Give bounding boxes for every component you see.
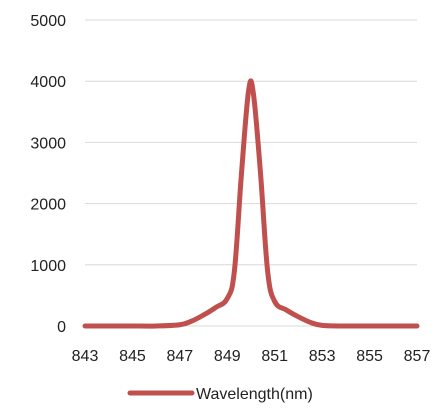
y-tick-label: 4000	[30, 74, 66, 91]
x-tick-label: 843	[72, 348, 99, 365]
legend: Wavelength(nm)	[127, 386, 313, 403]
legend-label-wavelength: Wavelength(nm)	[196, 386, 313, 403]
y-tick-label: 2000	[30, 197, 66, 214]
y-tick-label: 1000	[30, 258, 66, 275]
y-tick-label: 5000	[30, 13, 66, 30]
y-tick-label: 3000	[30, 135, 66, 152]
x-tick-label: 845	[119, 348, 146, 365]
grid-lines	[85, 19, 417, 327]
x-tick-label: 849	[214, 348, 241, 365]
x-tick-label: 857	[404, 348, 431, 365]
x-tick-label: 847	[167, 348, 194, 365]
y-tick-label: 0	[57, 319, 66, 336]
x-tick-label: 855	[356, 348, 383, 365]
x-axis-tick-labels: 843 845 847 849 851 853 855 857	[72, 348, 431, 365]
x-tick-label: 851	[261, 348, 288, 365]
series-line-wavelength	[82, 78, 420, 329]
x-tick-label: 853	[309, 348, 336, 365]
y-axis-tick-labels: 0 1000 2000 3000 4000 5000	[30, 13, 66, 336]
